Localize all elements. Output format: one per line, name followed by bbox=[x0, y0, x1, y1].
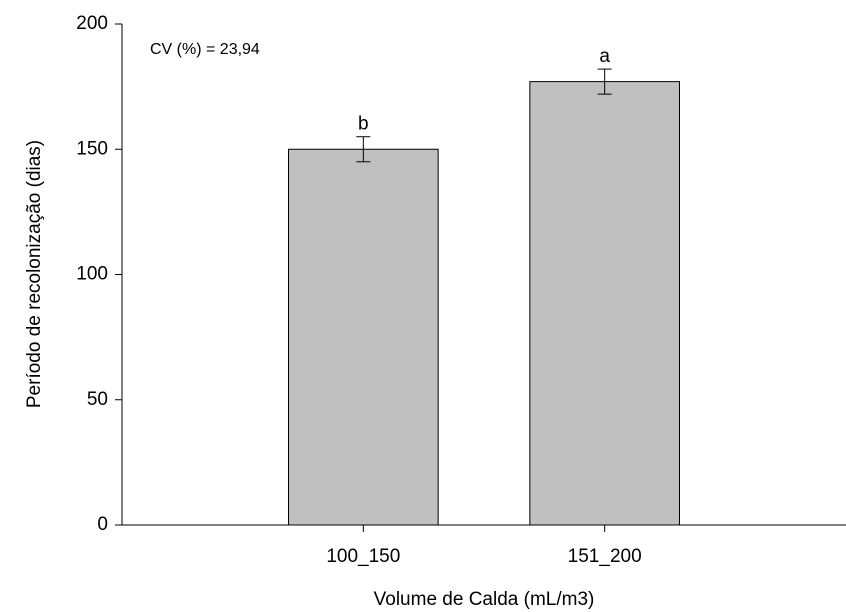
y-tick-label: 100 bbox=[76, 264, 108, 285]
bar bbox=[288, 148, 439, 526]
x-axis-label: Volume de Calda (mL/m3) bbox=[374, 589, 595, 610]
significance-letter: a bbox=[599, 46, 610, 67]
significance-letter: b bbox=[358, 114, 369, 135]
y-axis-label: Período de recolonização (dias) bbox=[24, 140, 45, 408]
y-tick-label: 150 bbox=[76, 138, 108, 159]
x-tick-label: 151_200 bbox=[568, 546, 642, 567]
y-tick-label: 200 bbox=[76, 13, 108, 34]
y-tick-label: 0 bbox=[97, 514, 108, 535]
x-tick-label: 100_150 bbox=[326, 546, 400, 567]
cv-annotation: CV (%) = 23,94 bbox=[150, 41, 260, 58]
y-tick-label: 50 bbox=[87, 389, 108, 410]
bar bbox=[529, 81, 680, 526]
